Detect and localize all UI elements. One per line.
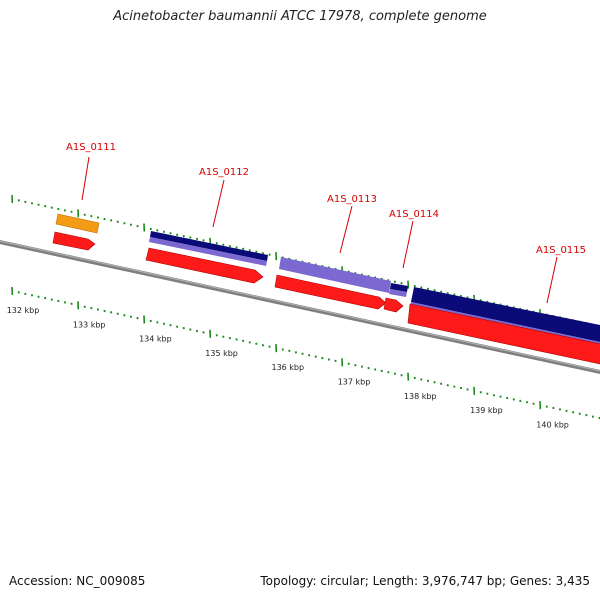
gene-label-leader — [402, 220, 414, 269]
gene-labels: A1S_0111 A1S_0112 A1S_0113 A1S_0114 A1S_… — [66, 142, 586, 304]
accession-text: Accession: NC_009085 — [9, 574, 146, 588]
light-feature-0113[interactable] — [279, 257, 391, 293]
scale-label: 132 kbp — [7, 306, 40, 315]
scale-label: 133 kbp — [73, 320, 106, 329]
gene-label: A1S_0111 — [66, 142, 116, 153]
scale-label: 137 kbp — [338, 378, 371, 387]
cds-arrow[interactable] — [383, 297, 404, 313]
cds-arrow[interactable] — [145, 247, 264, 284]
map-title: Acinetobacter baumannii ATCC 17978, comp… — [113, 9, 487, 24]
gene-label-leader — [546, 256, 558, 304]
genome-backbone-highlight — [0, 240, 600, 372]
scale-label: 134 kbp — [139, 335, 172, 344]
gene-label: A1S_0114 — [389, 209, 439, 220]
light-feature-0114[interactable] — [389, 289, 407, 297]
gene-label-leader — [212, 179, 225, 228]
cds-arrow[interactable] — [52, 231, 96, 251]
scale-label-track: 132 kbp 133 kbp 134 kbp 135 kbp 136 kbp 137 k… — [7, 306, 569, 429]
cds-arrow[interactable] — [407, 303, 600, 365]
cds-arrow[interactable] — [274, 274, 387, 310]
rna-feature[interactable] — [55, 213, 100, 234]
inner-tick-track — [11, 286, 600, 420]
gene-label: A1S_0115 — [536, 245, 586, 256]
topology-text: Topology: circular; Length: 3,976,747 bp… — [260, 574, 590, 588]
gene-label: A1S_0112 — [199, 167, 249, 178]
scale-label: 138 kbp — [404, 392, 437, 401]
scale-label: 136 kbp — [271, 363, 304, 372]
dark-feature-0113[interactable] — [390, 283, 408, 292]
gene-label-leader — [81, 156, 90, 201]
scale-label: 139 kbp — [470, 406, 503, 415]
gene-label: A1S_0113 — [327, 194, 377, 205]
gene-label-leader — [339, 205, 353, 254]
scale-label: 135 kbp — [205, 349, 238, 358]
dark-feature-0112[interactable] — [150, 231, 268, 261]
genome-backbone — [0, 240, 600, 374]
feature-track-lower — [52, 231, 600, 365]
scale-label: 140 kbp — [536, 420, 569, 429]
light-feature-0112[interactable] — [149, 237, 267, 266]
dark-feature-0115[interactable] — [411, 287, 600, 343]
